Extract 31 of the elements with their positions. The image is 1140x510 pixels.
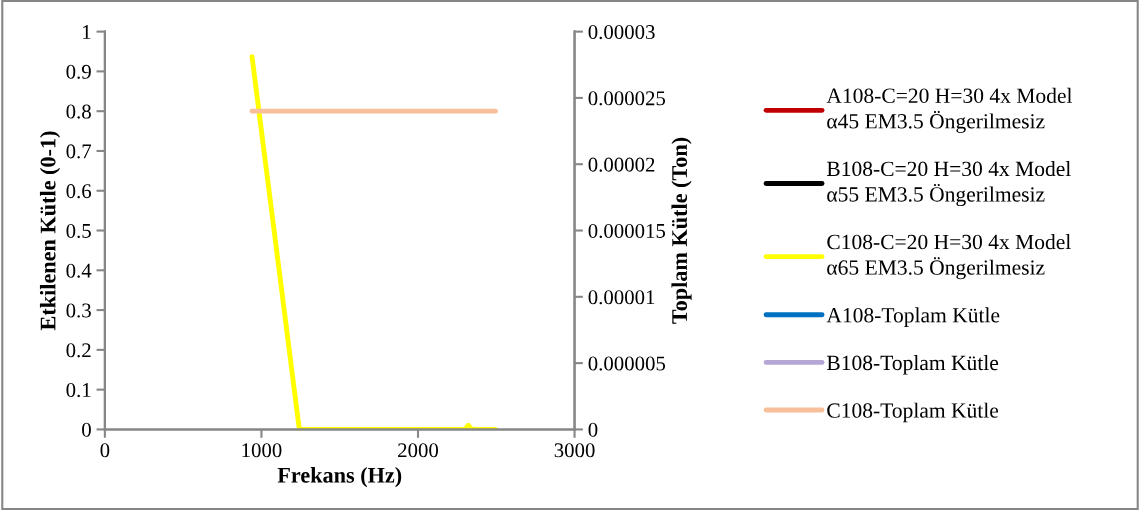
y-tick-label: 0.8 [66, 104, 91, 119]
y-tick-label: 0.7 [66, 144, 92, 159]
y2-tick-label: 0.00003 [588, 24, 655, 40]
legend-label: A108-Toplam Kütle [826, 307, 1000, 327]
legend-label: B108-Toplam Kütle [826, 355, 999, 375]
y-tick-label: 0.5 [66, 223, 91, 239]
y-tick-label: 0.3 [66, 303, 91, 318]
y-tick-label: 0 [82, 422, 91, 437]
y-tick-label: 1 [83, 25, 91, 39]
x-tick-label: 3000 [554, 443, 595, 458]
y-axis-title: Etkilenen Kütle (0-1) [39, 131, 61, 331]
legend-label: C108-C=20 H=30 4x Model α65 EM3.5 Öngerilmesiz [827, 234, 1071, 280]
y-tick-label: 0.9 [66, 64, 91, 79]
legend-label: C108-Toplam Kütle [827, 402, 999, 423]
x-tick-label: 0 [100, 443, 110, 458]
y2-tick-label: 0.000015 [588, 223, 666, 239]
x-tick-label: 2000 [398, 443, 439, 458]
y2-tick-label: 0.00001 [588, 290, 655, 305]
legend-label: A108-C=20 H=30 4x Model α45 EM3.5 Öngerilmesiz [826, 87, 1073, 133]
y-tick-label: 0.4 [66, 263, 92, 278]
y2-axis-title: Toplam Kütle (Ton) [671, 137, 692, 324]
y2-tick-label: 0.000025 [588, 91, 666, 106]
y2-tick-label: 0.000005 [588, 356, 666, 371]
y-tick-label: 0.2 [66, 343, 91, 358]
y-tick-label: 0.1 [66, 383, 91, 398]
y-tick-label: 0.6 [66, 184, 92, 199]
x-axis-title: Frekans (Hz) [277, 467, 402, 488]
y2-tick-label: 0 [588, 422, 598, 437]
x-tick-label: 1000 [242, 443, 282, 458]
y2-tick-label: 0.00002 [588, 157, 655, 172]
legend-label: B108-C=20 H=30 4x Model α55 EM3.5 Öngerilmesiz [826, 160, 1071, 207]
